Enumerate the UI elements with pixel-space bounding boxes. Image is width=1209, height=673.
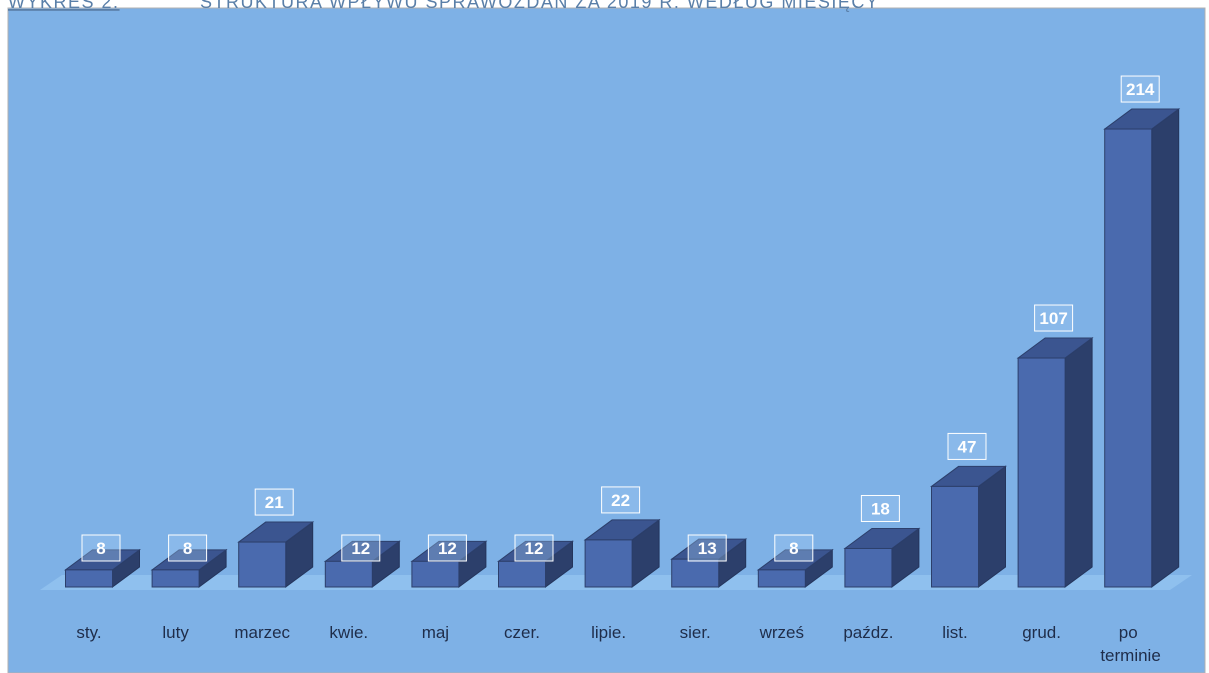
value-label: 12 [351, 539, 370, 558]
bar-front [324, 560, 373, 588]
bar-side [978, 465, 1006, 588]
bar-side [1151, 108, 1180, 588]
value-label-box [514, 534, 554, 562]
x-tick-label: po terminie [1096, 623, 1161, 665]
x-tick-label: sty. [76, 623, 101, 642]
bar-front [1104, 128, 1153, 588]
value-label: 214 [1126, 80, 1155, 99]
x-tick-label: czer. [504, 623, 540, 642]
x-tick-label: maj [422, 623, 449, 642]
bar-front [151, 569, 200, 588]
value-label: 47 [958, 437, 977, 456]
value-label-box [860, 494, 900, 522]
x-tick-label: grud. [1022, 623, 1061, 642]
x-tick-label: lipie. [591, 623, 626, 642]
value-label: 12 [438, 539, 457, 558]
bar-front [671, 558, 720, 588]
value-label-box [254, 488, 294, 516]
value-label-box [1120, 75, 1160, 103]
bar-side [1064, 337, 1093, 588]
value-label-box [774, 534, 814, 562]
value-label: 8 [96, 539, 105, 558]
bar-front [931, 485, 979, 588]
value-label-box [168, 534, 208, 562]
bar-front [757, 569, 806, 588]
value-label-box [1034, 304, 1074, 332]
bar-front [411, 560, 460, 588]
value-label-box [687, 534, 727, 562]
value-label-box [81, 534, 121, 562]
value-label-box [947, 432, 987, 460]
bar-front [1017, 357, 1066, 588]
bar [670, 538, 748, 588]
x-tick-label: kwie. [329, 623, 368, 642]
bar [237, 521, 315, 588]
chart-title: STRUKTURA WPŁYWU SPRAWOZDAŃ ZA 2019 R. W… [200, 0, 879, 12]
chart-title-prefix: WYKRES 2. [8, 0, 120, 12]
x-tick-label: list. [942, 623, 968, 642]
value-label: 18 [871, 499, 890, 518]
x-tick-label: sier. [680, 623, 711, 642]
bar [63, 548, 142, 588]
bar-front [844, 547, 893, 588]
x-tick-label: paźdz. [843, 623, 893, 642]
value-label: 8 [789, 539, 798, 558]
bar-front [238, 541, 287, 588]
value-label: 107 [1039, 309, 1067, 328]
x-tick-label: marzec [234, 623, 290, 642]
bar [929, 465, 1008, 588]
bar [583, 518, 661, 588]
value-label: 21 [265, 493, 284, 512]
x-tick-label: wrześ [759, 623, 804, 642]
value-label: 22 [611, 491, 630, 510]
value-label-box [427, 534, 467, 562]
bar [843, 527, 921, 588]
bar [1103, 108, 1181, 588]
value-label: 8 [183, 539, 192, 558]
bar [150, 548, 228, 588]
bar [410, 540, 488, 588]
bar-front [498, 560, 546, 588]
value-label-box [341, 534, 381, 562]
x-tick-label: luty [162, 623, 189, 642]
value-label-box [601, 486, 641, 514]
bar [756, 548, 834, 588]
value-label: 13 [698, 539, 717, 558]
value-label: 12 [525, 539, 544, 558]
bar [1016, 337, 1094, 588]
bar-front [65, 569, 113, 588]
bar-front [584, 539, 633, 588]
